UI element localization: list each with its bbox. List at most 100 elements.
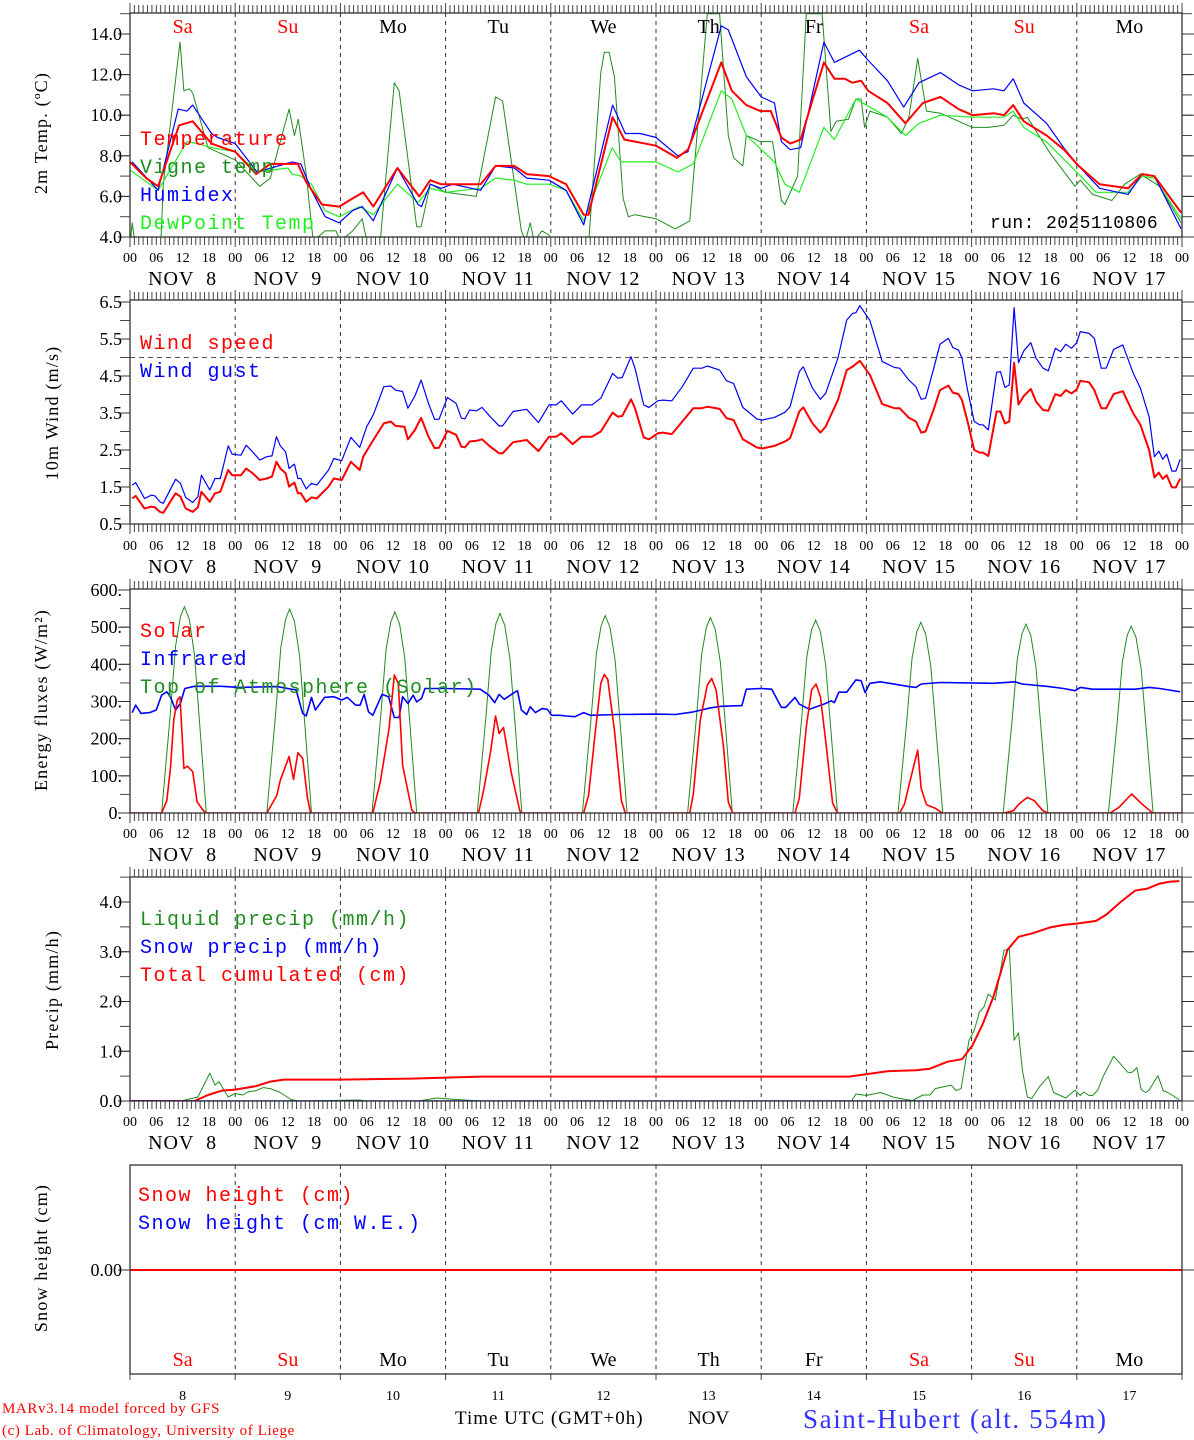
x-hour-label: 18 [833, 251, 847, 266]
x-hour-label: 00 [1070, 1115, 1084, 1130]
plot-frame [129, 299, 1183, 525]
x-hour-label: 00 [123, 251, 137, 266]
x-hour-label: 12 [807, 1115, 821, 1130]
x-date-label: NOV 11 [462, 844, 535, 866]
y-tick-label: 12.0 [91, 65, 123, 85]
x-hour-label: 06 [255, 827, 269, 842]
legend-entry: Wind gust [140, 361, 262, 384]
x-hour-label: 00 [649, 1115, 663, 1130]
x-hour-label: 06 [1096, 827, 1110, 842]
x-hour-label: 00 [333, 1115, 347, 1130]
x-date-label: NOV 9 [253, 556, 322, 578]
series-line-vigne-temp [130, 13, 1182, 237]
x-hour-label: 06 [360, 827, 374, 842]
x-date-label: NOV 13 [672, 268, 746, 290]
series-line-infrared [131, 679, 1181, 719]
x-hour-label: 18 [728, 827, 742, 842]
day-number-label: 10 [386, 1389, 400, 1404]
x-hour-label: 06 [675, 1115, 689, 1130]
x-date-label: NOV 14 [777, 556, 851, 578]
weekday-label: We [590, 16, 616, 38]
x-hour-label: 12 [596, 1115, 610, 1130]
y-tick-label: 0.00 [91, 1260, 123, 1280]
x-date-label: NOV 9 [253, 1132, 322, 1154]
x-date-label: NOV 14 [777, 268, 851, 290]
x-hour-label: 12 [281, 1115, 295, 1130]
x-hour-label: 00 [1175, 539, 1189, 554]
weekday-label: Su [1014, 16, 1035, 38]
x-date-label: NOV 14 [777, 1132, 851, 1154]
x-hour-label: 00 [1070, 827, 1084, 842]
y-tick-label: 8.0 [100, 146, 123, 166]
legend-entry: Infrared [140, 649, 248, 672]
day-number-label: 14 [807, 1389, 821, 1404]
day-number-label: 8 [179, 1389, 186, 1404]
x-hour-label: 18 [1149, 539, 1163, 554]
temperature-panel: 4.0 6.0 8.0 10.0 12.0 14.0 2m Temp. (ºC) Temper… [31, 3, 1194, 290]
y-tick-label: 300. [91, 692, 123, 712]
x-hour-label: 12 [281, 827, 295, 842]
x-date-label: NOV 17 [1092, 844, 1166, 866]
x-hour-label: 00 [754, 827, 768, 842]
x-hour-label: 12 [702, 1115, 716, 1130]
y-tick-label: 5.5 [100, 329, 123, 349]
x-hour-label: 06 [465, 1115, 479, 1130]
x-hour-label: 06 [781, 539, 795, 554]
legend-entry: Solar [140, 621, 208, 644]
x-hour-label: 18 [728, 539, 742, 554]
x-date-label: NOV 8 [148, 1132, 217, 1154]
x-date-label: NOV 8 [148, 556, 217, 578]
series-group [130, 605, 1182, 813]
x-hour-label: 12 [1017, 1115, 1031, 1130]
x-hour-label: 06 [360, 1115, 374, 1130]
x-hour-label: 12 [807, 539, 821, 554]
weekday-label: Sa [173, 16, 193, 38]
weekday-label: Fr [805, 1349, 823, 1371]
x-hour-label: 00 [123, 539, 137, 554]
y-tick-label: 2.5 [100, 440, 123, 460]
model-credit: MARv3.14 model forced by GFS [2, 1401, 220, 1417]
legend-entry: Wind speed [140, 333, 275, 356]
x-hour-label: 06 [570, 827, 584, 842]
month-label: NOV [688, 1408, 729, 1429]
x-hour-label: 06 [465, 539, 479, 554]
weekday-label: Tu [487, 16, 509, 38]
x-hour-label: 12 [807, 251, 821, 266]
x-hour-label: 18 [518, 827, 532, 842]
plot-frame [129, 588, 1183, 814]
x-hour-label: 06 [255, 251, 269, 266]
x-hour-label: 00 [333, 251, 347, 266]
y-tick-label: 6.0 [100, 186, 123, 206]
x-hour-label: 18 [202, 251, 216, 266]
x-hour-label: 12 [702, 827, 716, 842]
x-hour-label: 18 [728, 1115, 742, 1130]
x-hour-label: 18 [623, 827, 637, 842]
precip-panel: 0.0 1.0 2.0 3.0 4.0 Precip (mm/h) Liquid preci… [42, 867, 1194, 1154]
y-tick-label: 1.0 [100, 1041, 123, 1061]
x-date-label: NOV 9 [253, 268, 322, 290]
x-hour-label: 06 [465, 827, 479, 842]
x-hour-label: 06 [149, 827, 163, 842]
x-date-label: NOV 11 [462, 268, 535, 290]
x-hour-label: 00 [123, 1115, 137, 1130]
day-number-label: 11 [491, 1389, 504, 1404]
x-hour-label: 12 [281, 539, 295, 554]
x-hour-label: 06 [991, 827, 1005, 842]
x-hour-label: 18 [938, 827, 952, 842]
plot-frame [129, 1164, 1183, 1375]
y-axis-title: Energy fluxes (W/m²) [31, 609, 52, 791]
day-number-label: 9 [284, 1389, 291, 1404]
x-date-label: NOV 11 [462, 1132, 535, 1154]
x-hour-label: 00 [439, 1115, 453, 1130]
x-hour-label: 18 [623, 251, 637, 266]
x-hour-label: 18 [307, 251, 321, 266]
x-hour-label: 12 [386, 539, 400, 554]
series-group [130, 880, 1182, 1101]
y-tick-label: 4.0 [100, 892, 123, 912]
x-hour-label: 00 [439, 251, 453, 266]
x-hour-label: 00 [965, 1115, 979, 1130]
weekday-label: Mo [1116, 1349, 1144, 1371]
x-hour-label: 12 [176, 539, 190, 554]
legend-entry: Liquid precip (mm/h) [140, 909, 410, 932]
x-hour-label: 06 [781, 827, 795, 842]
